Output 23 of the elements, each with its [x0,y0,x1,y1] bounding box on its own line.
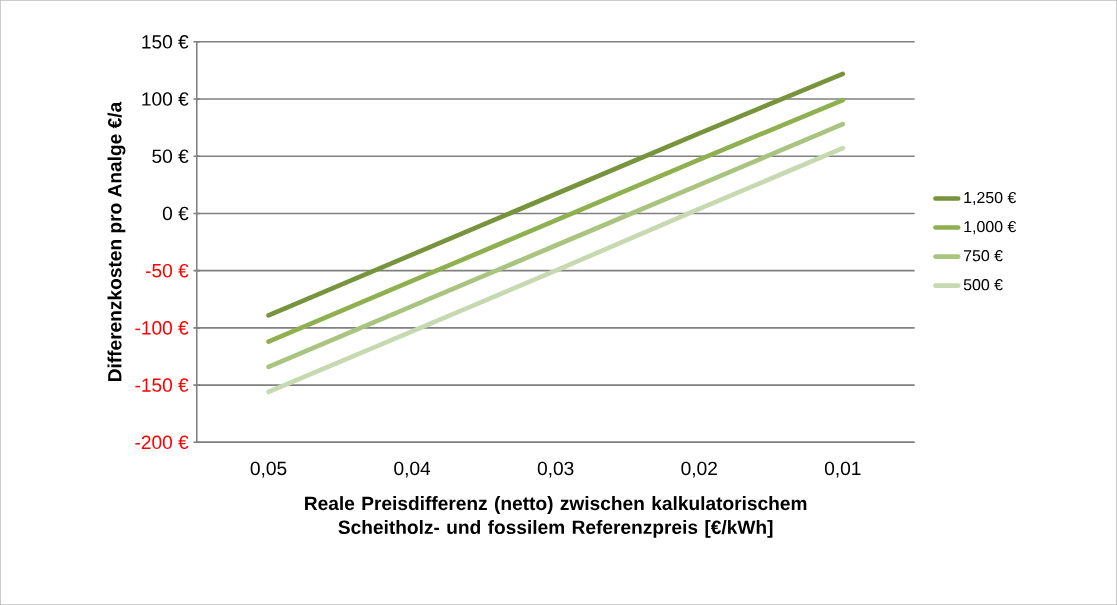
x-tick-label: 0,05 [250,461,287,478]
x-tick-label: 0,01 [824,461,861,478]
line-series [266,145,846,395]
y-tick-label: 0 € [162,206,189,221]
legend-label: 750 € [963,250,1003,262]
y-tick-label: -100 € [135,321,189,335]
y-tick-label: -200 € [135,435,189,450]
y-tick-label: 150 € [142,35,189,49]
x-tick-label: 0,02 [681,461,717,478]
legend-label: 1,000 € [964,220,1017,235]
y-tick-label: 50 € [152,149,189,163]
y-tick-label: -150 € [135,378,189,392]
legend-label: 500 € [963,279,1003,291]
x-tick-label: 0,03 [537,461,574,478]
y-axis-title: Differenzkosten pro Analge €/a [107,101,126,382]
y-tick-label: -50 € [146,263,189,278]
line-series [266,97,846,344]
x-axis-title: Reale Preisdifferenz (netto) zwischen kalkulatorischem Scheitholz- und fossilem Referenzpreis [€/kWh] [305,496,807,538]
line-series [266,71,846,318]
legend-label: 1,250 € [964,191,1017,206]
y-tick-label: 100 € [142,92,189,106]
line-series [266,121,846,370]
x-tick-label: 0,04 [394,461,431,478]
